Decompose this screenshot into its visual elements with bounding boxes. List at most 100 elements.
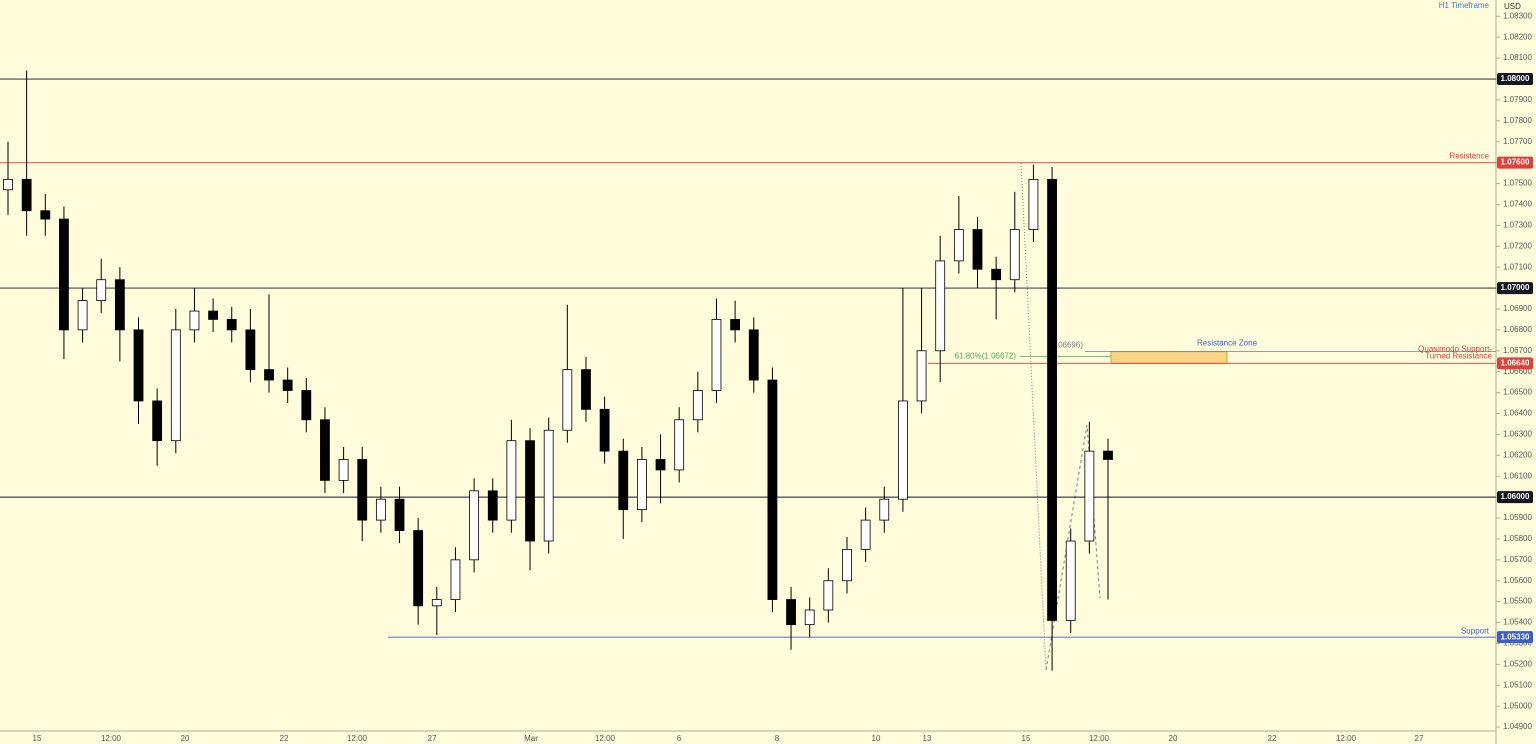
x-tick-label: 22 bbox=[280, 734, 289, 743]
y-tick-label: 1.05700 bbox=[1503, 555, 1532, 564]
candle-body bbox=[487, 490, 498, 521]
candle-body bbox=[208, 310, 218, 320]
price-tag-label: 1.07000 bbox=[1501, 283, 1530, 292]
candle-body bbox=[3, 178, 13, 191]
candle-body bbox=[394, 498, 405, 531]
pattern-leg bbox=[1045, 424, 1101, 671]
x-tick-label: Mar bbox=[524, 734, 538, 743]
y-tick-label: 1.05800 bbox=[1503, 534, 1532, 543]
candle-body bbox=[935, 260, 946, 352]
candle-body bbox=[525, 440, 535, 542]
candle-body bbox=[1028, 178, 1039, 230]
candle-body bbox=[599, 408, 610, 452]
candle-body bbox=[320, 419, 330, 481]
candle-body bbox=[375, 498, 386, 521]
x-tick-label: 12:00 bbox=[347, 734, 368, 743]
price-tag-label: 1.05330 bbox=[1501, 632, 1530, 641]
y-tick-label: 1.04900 bbox=[1503, 722, 1532, 731]
candle-body bbox=[842, 548, 852, 582]
candle-body bbox=[916, 350, 927, 402]
zone-label: Resistance Zone bbox=[1197, 339, 1258, 348]
fib-label: (1.06696) bbox=[1049, 341, 1084, 350]
y-tick-label: 1.05900 bbox=[1503, 513, 1532, 522]
y-tick-label: 1.05500 bbox=[1503, 597, 1532, 606]
y-tick-label: 1.05200 bbox=[1503, 659, 1532, 668]
candle-body bbox=[77, 300, 88, 331]
candle-body bbox=[748, 329, 759, 381]
currency-label: USD bbox=[1504, 2, 1521, 11]
candle-body bbox=[953, 229, 964, 262]
y-tick-label: 1.07400 bbox=[1503, 200, 1532, 209]
y-tick-label: 1.07500 bbox=[1503, 179, 1532, 188]
candle-body bbox=[674, 419, 685, 471]
y-tick-label: 1.07700 bbox=[1503, 137, 1532, 146]
y-tick-label: 1.08200 bbox=[1503, 32, 1532, 41]
x-tick-label: 12:00 bbox=[1336, 734, 1357, 743]
x-tick-label: 20 bbox=[181, 734, 190, 743]
candle-body bbox=[562, 369, 573, 431]
candle-body bbox=[655, 459, 666, 471]
level-name: Quasimodo Support- bbox=[1418, 344, 1492, 353]
candle-body bbox=[133, 329, 144, 402]
x-tick-label: 20 bbox=[1169, 734, 1178, 743]
candle-body bbox=[413, 530, 424, 607]
candle-body bbox=[189, 310, 200, 331]
x-tick-label: 6 bbox=[677, 734, 682, 743]
candle-body bbox=[786, 599, 796, 626]
candle-body bbox=[114, 279, 125, 331]
x-tick-label: 27 bbox=[428, 734, 437, 743]
y-tick-label: 1.06300 bbox=[1503, 430, 1532, 439]
price-tag-label: 1.06640 bbox=[1501, 358, 1530, 367]
price-tag-label: 1.06000 bbox=[1501, 492, 1530, 501]
candle-body bbox=[282, 379, 293, 391]
candle-body bbox=[860, 519, 871, 550]
pattern-leg bbox=[1020, 162, 1047, 671]
level-name: Support bbox=[1461, 626, 1490, 635]
candle-body bbox=[581, 369, 591, 410]
y-tick-label: 1.07800 bbox=[1503, 116, 1532, 125]
price-tag bbox=[1497, 357, 1533, 370]
candle-body bbox=[1009, 229, 1020, 281]
price-tag bbox=[1497, 156, 1533, 169]
candle-body bbox=[991, 268, 1002, 281]
x-tick-label: 15 bbox=[33, 734, 42, 743]
x-tick-label: 12:00 bbox=[595, 734, 616, 743]
x-tick-label: 8 bbox=[775, 734, 780, 743]
candle-body bbox=[692, 390, 703, 421]
x-tick-label: 10 bbox=[872, 734, 881, 743]
candle-body bbox=[226, 319, 237, 331]
y-tick-label: 1.06100 bbox=[1503, 471, 1532, 480]
candle-body bbox=[636, 459, 647, 511]
y-tick-label: 1.07900 bbox=[1503, 95, 1532, 104]
candle-body bbox=[431, 599, 442, 607]
candle-body bbox=[301, 390, 312, 421]
x-tick-label: 13 bbox=[923, 734, 932, 743]
candle-body bbox=[338, 459, 349, 481]
x-tick-label: 15 bbox=[1022, 734, 1031, 743]
x-tick-label: 27 bbox=[1415, 734, 1424, 743]
candle-body bbox=[804, 609, 815, 626]
y-tick-label: 1.06700 bbox=[1503, 346, 1532, 355]
y-tick-label: 1.08100 bbox=[1503, 53, 1532, 62]
y-tick-label: 1.06800 bbox=[1503, 325, 1532, 334]
price-tag-label: 1.07600 bbox=[1501, 158, 1530, 167]
y-tick-label: 1.06900 bbox=[1503, 304, 1532, 313]
price-tag bbox=[1497, 631, 1533, 644]
y-tick-label: 1.06600 bbox=[1503, 367, 1532, 376]
y-tick-label: 1.07200 bbox=[1503, 241, 1532, 250]
price-tag-label: 1.08000 bbox=[1501, 74, 1530, 83]
candle-body bbox=[357, 459, 368, 521]
candle-body bbox=[767, 379, 778, 600]
candle-body bbox=[450, 559, 461, 600]
y-tick-label: 1.07100 bbox=[1503, 262, 1532, 271]
candle-body bbox=[1084, 450, 1095, 542]
y-tick-label: 1.08300 bbox=[1503, 11, 1532, 20]
timeframe-label: H1 Timeframe bbox=[1439, 1, 1490, 10]
candle-body bbox=[898, 400, 908, 500]
price-tag bbox=[1497, 282, 1533, 295]
candle-body bbox=[59, 218, 69, 331]
candle-body bbox=[245, 329, 256, 370]
candle-body bbox=[972, 229, 983, 270]
y-tick-label: 1.05100 bbox=[1503, 680, 1532, 689]
